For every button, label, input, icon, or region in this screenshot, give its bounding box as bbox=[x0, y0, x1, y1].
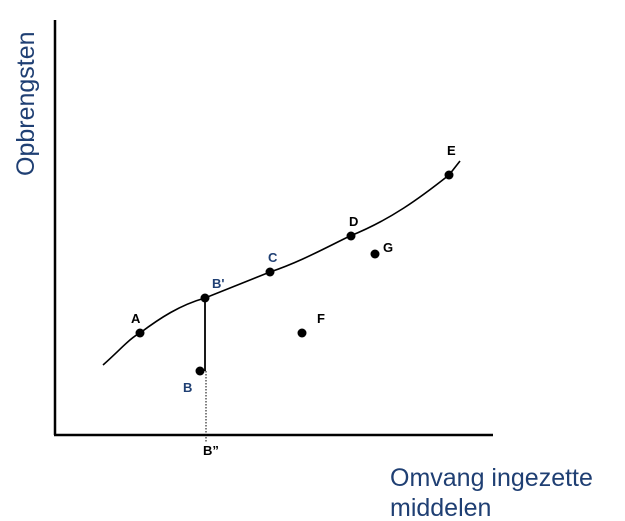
label-f: F bbox=[317, 311, 325, 326]
label-d: D bbox=[349, 214, 358, 229]
label-g: G bbox=[383, 240, 393, 255]
label-b-prime: B' bbox=[212, 276, 224, 291]
x-axis-title-line1: Omvang ingezette bbox=[390, 464, 593, 492]
x-marker-label: B” bbox=[203, 443, 219, 458]
y-axis-title: Opbrengsten bbox=[12, 31, 40, 176]
point-b-prime bbox=[200, 293, 210, 303]
point-g bbox=[370, 249, 380, 259]
point-e bbox=[444, 170, 454, 180]
x-axis-title-line2: middelen bbox=[390, 494, 491, 521]
label-e: E bbox=[447, 143, 456, 158]
point-f bbox=[297, 328, 307, 338]
frontier-curve bbox=[102, 160, 461, 366]
label-c: C bbox=[268, 250, 278, 265]
point-a bbox=[135, 328, 145, 338]
point-d bbox=[346, 231, 356, 241]
label-b: B bbox=[183, 380, 192, 395]
point-b bbox=[195, 366, 205, 376]
label-a: A bbox=[131, 311, 141, 326]
point-c bbox=[265, 267, 275, 277]
